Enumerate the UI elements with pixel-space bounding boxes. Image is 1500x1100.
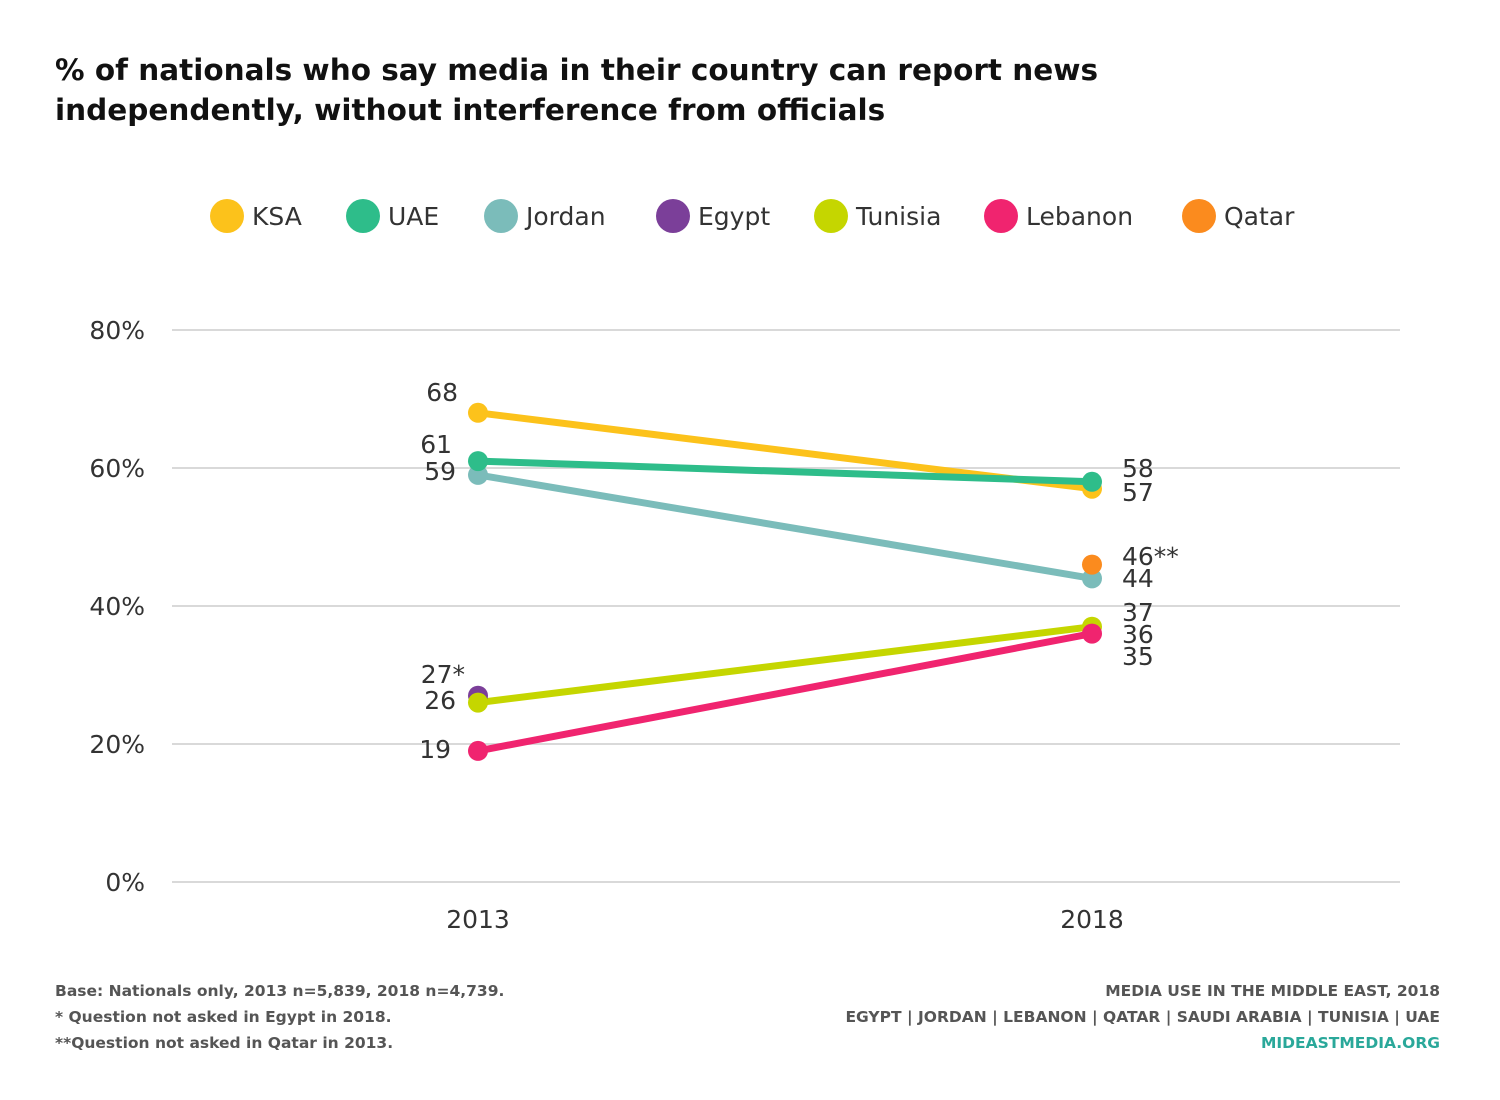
x-axis-ticks: 2013 2018 (446, 905, 1124, 934)
legend-label-ksa: KSA (252, 201, 302, 231)
point-lebanon-2013 (468, 740, 488, 761)
footer-base-note: Base: Nationals only, 2013 n=5,839, 2018… (55, 982, 505, 1000)
data-label-jordan-2013: 59 (424, 457, 456, 486)
point-lebanon-2018 (1082, 623, 1102, 644)
legend-item-egypt: Egypt (656, 196, 770, 236)
footer-site-link[interactable]: MIDEASTMEDIA.ORG (1260, 1034, 1440, 1052)
y-tick-label-60: 60% (89, 454, 145, 483)
point-tunisia-2013 (468, 692, 488, 713)
legend-swatch-tunisia (814, 199, 848, 233)
data-label-lebanon-2018: 36 (1122, 620, 1154, 649)
legend-label-qatar: Qatar (1224, 201, 1295, 231)
y-axis-ticks: 0% 20% 40% 60% 80% (89, 316, 145, 897)
x-tick-label-2018: 2018 (1060, 905, 1124, 934)
point-ksa-2013 (468, 402, 488, 423)
legend-item-qatar: Qatar (1182, 196, 1294, 236)
point-uae-2018 (1082, 471, 1102, 492)
point-qatar-2018 (1082, 554, 1102, 575)
legend-label-uae: UAE (388, 201, 440, 231)
chart-title-line-1: % of nationals who say media in their co… (55, 53, 1099, 87)
legend-swatch-uae (346, 199, 380, 233)
line-tunisia (474, 623, 1096, 707)
footer-notes: Base: Nationals only, 2013 n=5,839, 2018… (55, 978, 504, 1056)
series-points (468, 402, 1102, 761)
data-label-tunisia-2013: 26 (424, 686, 456, 715)
legend-label-tunisia: Tunisia (856, 201, 942, 231)
footer-source: MEDIA USE IN THE MIDDLE EAST, 2018 EGYPT… (845, 978, 1440, 1056)
legend-swatch-lebanon (984, 199, 1018, 233)
data-labels: 68 57 61 58 59 44 27*26 37 19 36 46** 35 (419, 378, 1179, 764)
legend-swatch-ksa (210, 199, 244, 233)
data-label-tunisia-2018: 37 (1122, 598, 1154, 627)
footer-countries: EGYPT | JORDAN | LEBANON | QATAR | SAUDI… (845, 1008, 1440, 1026)
y-tick-label-0: 0% (105, 868, 145, 897)
data-label-uae-2018: 58 (1122, 454, 1154, 483)
data-label-egypt-2013: 27* (421, 660, 465, 689)
footer-report-title: MEDIA USE IN THE MIDDLE EAST, 2018 (1105, 982, 1440, 1000)
point-jordan-2013 (468, 464, 488, 485)
x-tick-label-2013: 2013 (446, 905, 510, 934)
legend-swatch-qatar (1182, 199, 1216, 233)
legend-item-ksa: KSA (210, 196, 302, 236)
line-lebanon (474, 630, 1096, 755)
legend-item-lebanon: Lebanon (984, 196, 1133, 236)
line-uae (474, 457, 1096, 486)
legend: KSA UAE Jordan Egypt Tunisia Lebanon Qat… (0, 196, 1500, 236)
series-lines (474, 409, 1096, 755)
legend-label-egypt: Egypt (698, 201, 771, 231)
data-label-uae-2013: 61 (420, 430, 452, 459)
y-tick-label-20: 20% (89, 730, 145, 759)
chart-title: % of nationals who say media in their co… (55, 50, 1435, 130)
y-tick-label-80: 80% (89, 316, 145, 345)
legend-swatch-jordan (484, 199, 518, 233)
data-label-ksa-2013: 68 (426, 378, 458, 407)
chart-title-line-2: independently, without interference from… (55, 93, 886, 127)
legend-label-jordan: Jordan (526, 201, 606, 231)
data-label-extra-35: 35 (1122, 642, 1154, 671)
y-tick-label-40: 40% (89, 592, 145, 621)
footer-egypt-note: * Question not asked in Egypt in 2018. (55, 1008, 392, 1026)
data-label-qatar-2018: 46** (1122, 542, 1179, 571)
data-label-lebanon-2013: 19 (419, 735, 451, 764)
footer-qatar-note: **Question not asked in Qatar in 2013. (55, 1034, 394, 1052)
legend-item-uae: UAE (346, 196, 439, 236)
legend-label-lebanon: Lebanon (1026, 201, 1134, 231)
gridlines (172, 329, 1400, 883)
legend-swatch-egypt (656, 199, 690, 233)
data-label-jordan-2018: 44 (1122, 564, 1154, 593)
data-label-ksa-2018: 57 (1122, 478, 1154, 507)
point-uae-2013 (468, 451, 488, 472)
point-jordan-2018 (1082, 568, 1102, 589)
legend-item-tunisia: Tunisia (814, 196, 941, 236)
legend-item-jordan: Jordan (484, 196, 606, 236)
line-jordan (474, 471, 1096, 582)
